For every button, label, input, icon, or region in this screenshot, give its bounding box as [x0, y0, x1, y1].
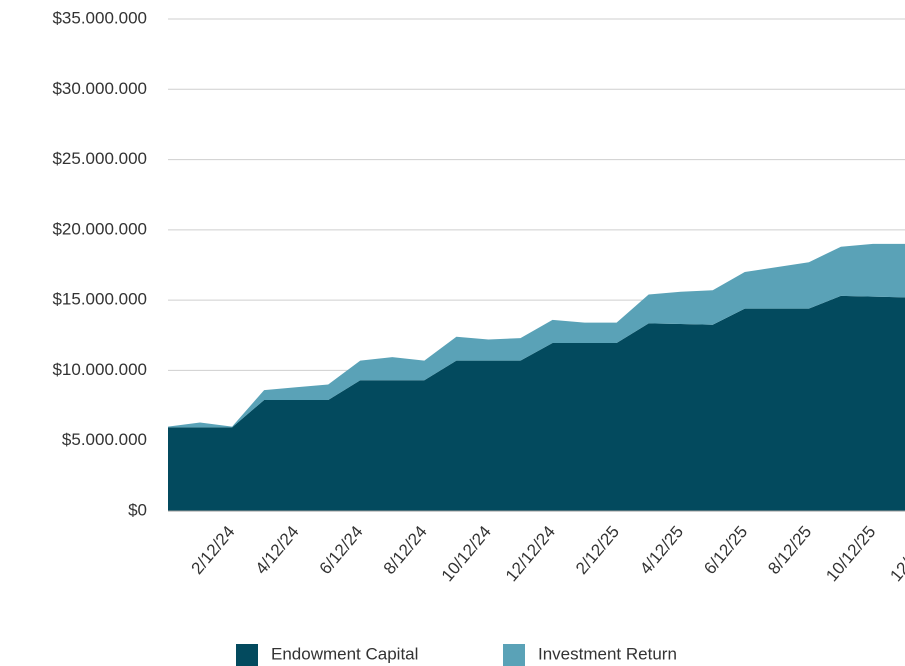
legend-label: Endowment Capital — [271, 644, 418, 663]
x-tick-label: 12/12/24 — [502, 522, 559, 585]
y-tick-label: $15.000.000 — [52, 290, 147, 309]
x-tick-label: 2/12/24 — [188, 522, 239, 578]
x-tick-label: 4/12/25 — [636, 522, 687, 578]
area — [168, 243, 905, 428]
x-tick-label: 8/12/24 — [380, 522, 431, 578]
legend-label: Investment Return — [538, 644, 677, 663]
x-tick-label: 6/12/24 — [316, 522, 367, 578]
x-tick-label: 4/12/24 — [252, 522, 303, 578]
y-tick-label: $0 — [128, 500, 147, 519]
legend-swatch — [503, 644, 525, 666]
y-tick-label: $10.000.000 — [52, 360, 147, 379]
x-tick-label: 8/12/25 — [764, 522, 815, 578]
x-tick-label: 2/12/25 — [572, 522, 623, 578]
y-tick-label: $25.000.000 — [52, 149, 147, 168]
x-tick-label: 12/12/25 — [886, 522, 905, 585]
x-tick-label: 10/12/25 — [822, 522, 879, 585]
x-tick-label: 10/12/24 — [438, 522, 495, 585]
x-tick-label: 6/12/25 — [700, 522, 751, 578]
y-tick-label: $20.000.000 — [52, 219, 147, 238]
y-tick-label: $30.000.000 — [52, 79, 147, 98]
y-tick-label: $5.000.000 — [62, 430, 147, 449]
area — [168, 295, 905, 511]
y-tick-label: $35.000.000 — [52, 8, 147, 27]
legend-swatch — [236, 644, 258, 666]
